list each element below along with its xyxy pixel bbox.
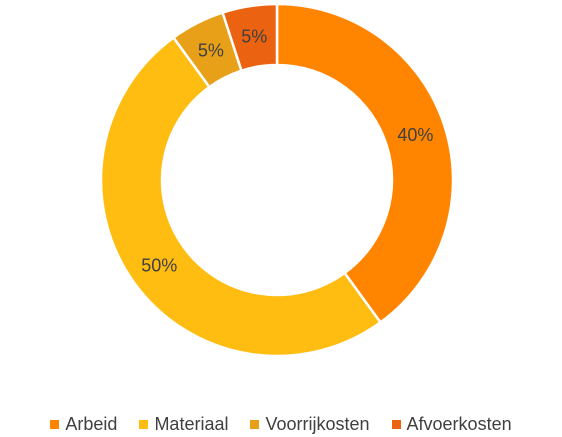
donut-chart: 40% 50% 5% 5%: [99, 2, 455, 358]
legend-label-voorrijkosten: Voorrijkosten: [265, 413, 370, 434]
legend-label-materiaal: Materiaal: [154, 413, 229, 434]
legend-swatch-arbeid: [50, 419, 60, 429]
legend-swatch-voorrijkosten: [250, 419, 260, 429]
donut-slices: [99, 2, 455, 358]
slice-labels: 40% 50% 5% 5%: [141, 26, 433, 275]
legend-item-arbeid: Arbeid: [50, 414, 117, 435]
slice-materiaal: [99, 35, 383, 358]
legend-label-arbeid: Arbeid: [65, 413, 118, 434]
legend-item-voorrijkosten: Voorrijkosten: [250, 413, 370, 435]
chart-legend: Arbeid Materiaal Voorrijkosten Afvoerkosten: [0, 412, 562, 436]
slice-label-materiaal: 50%: [141, 256, 177, 276]
slice-label-voorrijkosten: 5%: [198, 40, 224, 60]
legend-swatch-materiaal: [139, 419, 149, 429]
legend-swatch-afvoerkosten: [391, 419, 401, 429]
slice-label-afvoerkosten: 5%: [241, 26, 267, 46]
slice-label-arbeid: 40%: [397, 125, 433, 145]
slice-arbeid: [275, 2, 455, 325]
legend-label-afvoerkosten: Afvoerkosten: [406, 413, 512, 434]
slice-afvoerkosten: [221, 2, 279, 73]
legend-item-materiaal: Materiaal: [139, 414, 228, 435]
legend-item-afvoerkosten: Afvoerkosten: [391, 413, 512, 435]
